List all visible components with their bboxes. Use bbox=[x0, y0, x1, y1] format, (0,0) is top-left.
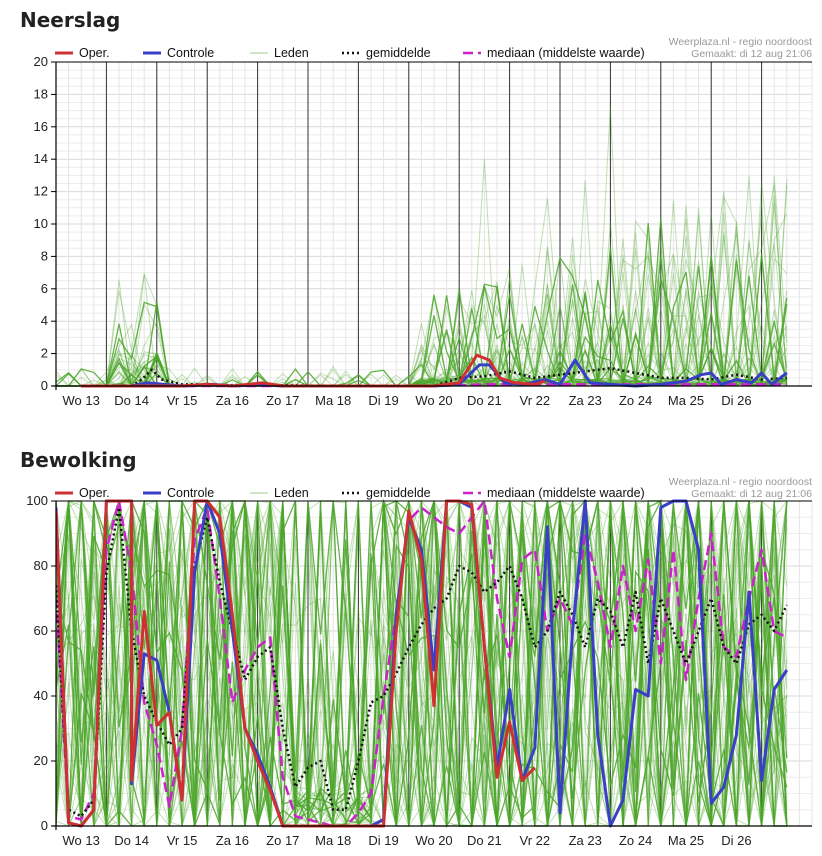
x-tick-label: Za 16 bbox=[216, 393, 249, 408]
x-tick-label: Wo 13 bbox=[63, 833, 100, 848]
x-tick-label: Do 14 bbox=[114, 393, 149, 408]
chart-title-neerslag: Neerslag bbox=[20, 8, 121, 32]
x-tick-label: Do 21 bbox=[467, 833, 502, 848]
y-tick-label: 4 bbox=[41, 313, 48, 328]
legend: Oper. Controle Leden gemiddelde mediaan (mid… bbox=[55, 46, 645, 60]
legend-label-mediaan: mediaan (middelste waarde) bbox=[487, 46, 645, 60]
x-tick-label: Zo 17 bbox=[266, 393, 299, 408]
x-tick-label: Za 23 bbox=[569, 833, 602, 848]
chart-title-bewolking: Bewolking bbox=[20, 448, 137, 472]
legend-label-controle: Controle bbox=[167, 486, 214, 500]
ensemble-member-line bbox=[56, 500, 788, 828]
y-tick-label: 100 bbox=[26, 493, 48, 508]
legend-label-oper: Oper. bbox=[79, 46, 110, 60]
x-tick-label: Zo 17 bbox=[266, 833, 299, 848]
x-tick-label: Do 14 bbox=[114, 833, 149, 848]
x-tick-label: Wo 20 bbox=[415, 393, 452, 408]
ensemble-member-line bbox=[56, 500, 787, 827]
x-tick-label: Vr 22 bbox=[520, 833, 551, 848]
ensemble-member-line bbox=[56, 499, 788, 827]
y-tick-label: 0 bbox=[41, 818, 48, 833]
legend: Oper. Controle Leden gemiddelde mediaan (mid… bbox=[55, 486, 645, 500]
x-tick-label: Zo 24 bbox=[619, 833, 652, 848]
series-gemiddelde-line bbox=[56, 506, 788, 818]
legend-label-gemiddelde: gemiddelde bbox=[366, 486, 431, 500]
y-tick-label: 80 bbox=[34, 558, 48, 573]
y-tick-label: 20 bbox=[34, 54, 48, 69]
x-tick-label: Ma 25 bbox=[668, 393, 704, 408]
x-tick-label: Wo 13 bbox=[63, 393, 100, 408]
neerslag-chart: 0 2 4 6 8 10 12 14 16 18 20 Wo 13 Do 14 Vr 15 Za 16 Zo … bbox=[34, 36, 813, 408]
created-label: Gemaakt: di 12 aug 21:06 bbox=[691, 488, 812, 500]
ensemble-member-line bbox=[56, 500, 788, 828]
x-tick-label: Di 26 bbox=[721, 833, 751, 848]
x-tick-label: Za 23 bbox=[569, 393, 602, 408]
x-tick-label: Vr 15 bbox=[167, 833, 198, 848]
x-tick-label: Vr 15 bbox=[167, 393, 198, 408]
ensemble-member-line bbox=[56, 500, 788, 828]
ensemble-member-line bbox=[56, 260, 788, 387]
legend-label-controle: Controle bbox=[167, 46, 214, 60]
ensemble-member-line bbox=[56, 500, 788, 827]
y-tick-label: 18 bbox=[34, 86, 48, 101]
y-tick-label: 14 bbox=[34, 151, 48, 166]
source-label: Weerplaza.nl - regio noordoost bbox=[669, 476, 812, 488]
y-tick-label: 0 bbox=[41, 378, 48, 393]
y-tick-label: 60 bbox=[34, 623, 48, 638]
legend-label-leden: Leden bbox=[274, 486, 309, 500]
x-tick-label: Do 21 bbox=[467, 393, 502, 408]
legend-label-mediaan: mediaan (middelste waarde) bbox=[487, 486, 645, 500]
x-tick-label: Di 26 bbox=[721, 393, 751, 408]
x-tick-label: Vr 22 bbox=[520, 393, 551, 408]
y-tick-label: 2 bbox=[41, 346, 48, 361]
x-tick-label: Di 19 bbox=[368, 393, 398, 408]
y-tick-label: 20 bbox=[34, 753, 48, 768]
source-label: Weerplaza.nl - regio noordoost bbox=[669, 36, 812, 48]
x-tick-label: Ma 18 bbox=[315, 833, 351, 848]
x-tick-label: Zo 24 bbox=[619, 393, 652, 408]
y-tick-label: 40 bbox=[34, 688, 48, 703]
grid bbox=[55, 61, 813, 387]
x-tick-label: Wo 20 bbox=[415, 833, 452, 848]
ensemble-member-line bbox=[56, 500, 788, 827]
legend-label-leden: Leden bbox=[274, 46, 309, 60]
y-tick-label: 6 bbox=[41, 281, 48, 296]
y-tick-label: 10 bbox=[34, 216, 48, 231]
y-tick-label: 16 bbox=[34, 119, 48, 134]
x-tick-label: Ma 25 bbox=[668, 833, 704, 848]
bewolking-chart: 0 20 40 60 80 100 Wo 13 Do 14 Vr 15 Za 16 Zo 17 Ma … bbox=[26, 476, 813, 848]
legend-label-oper: Oper. bbox=[79, 486, 110, 500]
series-mediaan-line bbox=[56, 499, 788, 828]
x-tick-label: Ma 18 bbox=[315, 393, 351, 408]
legend-label-gemiddelde: gemiddelde bbox=[366, 46, 431, 60]
y-tick-label: 12 bbox=[34, 184, 48, 199]
x-tick-label: Di 19 bbox=[368, 833, 398, 848]
x-tick-label: Za 16 bbox=[216, 833, 249, 848]
ensemble-member-line bbox=[56, 500, 788, 827]
series-gemiddelde-line bbox=[81, 366, 787, 388]
y-tick-label: 8 bbox=[41, 248, 48, 263]
created-label: Gemaakt: di 12 aug 21:06 bbox=[691, 48, 812, 60]
